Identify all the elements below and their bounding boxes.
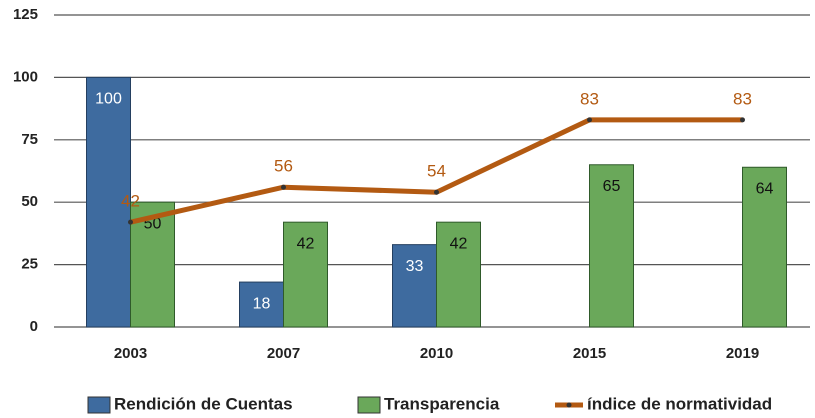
value-label: 18 <box>253 295 271 312</box>
legend-swatch <box>357 396 381 414</box>
bar <box>436 221 481 328</box>
legend-label: Rendición de Cuentas <box>114 394 293 413</box>
legend-label: Transparencia <box>384 394 500 413</box>
bar <box>742 166 787 328</box>
bar <box>589 164 634 328</box>
line-point <box>587 117 592 123</box>
line-point <box>434 189 439 195</box>
value-label: 33 <box>406 258 424 275</box>
x-tick-label: 2007 <box>267 345 300 362</box>
y-tick-label: 0 <box>30 318 38 335</box>
legend-swatch <box>87 396 111 414</box>
value-label: 54 <box>427 162 446 181</box>
y-tick-label: 125 <box>13 6 38 23</box>
x-tick-label: 2010 <box>420 345 453 362</box>
legend-label: índice de normatividad <box>587 394 772 413</box>
value-label: 65 <box>603 178 621 195</box>
line-point <box>740 117 745 123</box>
value-label: 56 <box>274 157 293 176</box>
value-label: 100 <box>95 91 122 108</box>
x-tick-label: 2019 <box>726 345 759 362</box>
value-label: 64 <box>756 180 774 197</box>
value-label: 42 <box>297 235 315 252</box>
y-tick-label: 75 <box>21 131 38 148</box>
value-label: 42 <box>450 235 468 252</box>
y-tick-label: 50 <box>21 193 38 210</box>
bar <box>283 221 328 328</box>
value-label: 42 <box>121 192 140 211</box>
y-tick-label: 100 <box>13 68 38 85</box>
x-tick-label: 2015 <box>573 345 606 362</box>
legend-swatch-point <box>566 402 572 408</box>
bar <box>130 201 175 328</box>
x-tick-label: 2003 <box>114 345 147 362</box>
line-point <box>281 184 286 190</box>
value-label: 83 <box>733 89 752 108</box>
value-label: 83 <box>580 89 599 108</box>
y-tick-label: 25 <box>21 256 38 273</box>
bar <box>86 76 131 328</box>
line-point <box>128 219 133 225</box>
